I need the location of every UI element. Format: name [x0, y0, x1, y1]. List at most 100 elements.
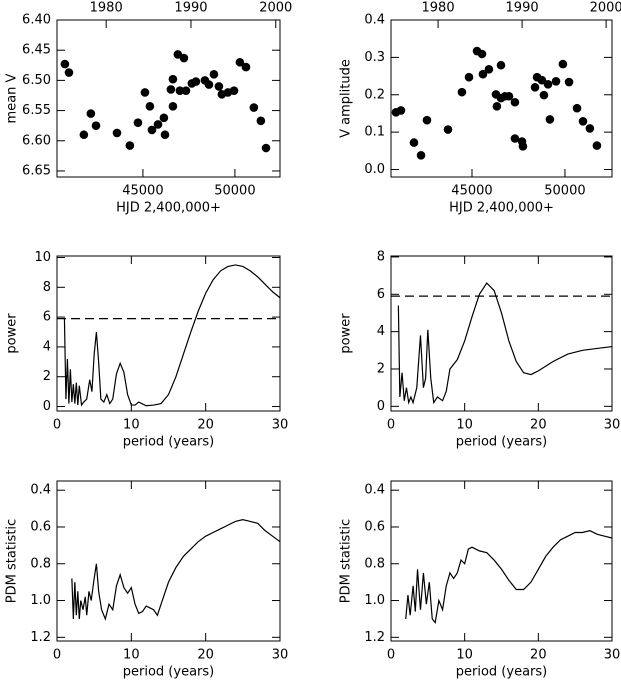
y-tick-label: 0.6	[30, 519, 51, 534]
data-point	[168, 74, 178, 84]
data-point	[510, 134, 520, 143]
data-point	[530, 82, 540, 92]
y-tick-label: 6.55	[22, 103, 51, 118]
data-point	[457, 87, 467, 97]
data-point	[256, 116, 266, 126]
data-point	[153, 120, 163, 129]
x-axis-label: period (years)	[123, 435, 214, 450]
data-point	[249, 103, 259, 112]
plot-frame	[56, 480, 281, 642]
y-tick-label: 6	[43, 310, 51, 325]
x-tick-label: 10	[456, 418, 473, 433]
data-point	[60, 59, 70, 69]
x-tick-label: 10	[456, 648, 473, 663]
data-point	[504, 91, 514, 101]
data-point	[181, 86, 191, 95]
y-tick-label: 6.65	[22, 163, 51, 178]
data-point	[204, 80, 214, 89]
y-tick-label: 10	[34, 250, 51, 265]
data-point	[572, 103, 582, 113]
y-tick-label: 2	[377, 361, 385, 376]
x-tick-label: 20	[197, 418, 214, 433]
data-point	[558, 59, 568, 69]
y-axis-label: V amplitude	[339, 59, 354, 138]
x2-tick-label: 2000	[590, 1, 621, 16]
y-tick-label: 1.0	[30, 593, 51, 608]
y-tick-label: 0.8	[30, 556, 51, 571]
x-tick-label: 20	[530, 648, 547, 663]
y-tick-label: 0.4	[364, 483, 385, 498]
data-point	[585, 124, 595, 133]
data-point	[159, 113, 169, 123]
data-point	[537, 75, 547, 85]
x-tick-label: 45000	[451, 184, 492, 199]
y-tick-label: 6.60	[22, 133, 51, 148]
data-point	[91, 121, 101, 130]
data-point	[112, 128, 122, 138]
data-line	[71, 519, 281, 621]
data-point	[166, 85, 176, 94]
x-axis-label: HJD 2,400,000+	[449, 201, 554, 216]
y-tick-label: 1.0	[364, 593, 385, 608]
y-tick-label: 6.40	[22, 13, 51, 28]
y-tick-label: 6.45	[22, 43, 51, 58]
x-tick-label: 0	[387, 648, 395, 663]
data-point	[133, 118, 143, 127]
y-tick-label: 0.3	[364, 50, 385, 65]
data-point	[86, 109, 96, 118]
y-tick-label: 0.6	[364, 519, 385, 534]
data-point	[160, 130, 170, 140]
x-axis-label: period (years)	[123, 665, 214, 680]
data-point	[175, 86, 185, 95]
data-point	[145, 102, 155, 111]
data-point	[443, 125, 453, 134]
x2-tick-label: 1980	[90, 1, 123, 16]
x-axis-label: period (years)	[456, 435, 547, 450]
data-line	[63, 264, 281, 407]
x-tick-label: 50000	[214, 184, 255, 199]
data-point	[464, 72, 474, 82]
data-point	[396, 106, 406, 115]
data-point	[229, 86, 239, 95]
data-point	[64, 68, 74, 77]
data-point	[140, 88, 150, 97]
y-axis-label: mean V	[5, 73, 20, 123]
data-point	[592, 141, 602, 150]
x-tick-label: 30	[604, 418, 621, 433]
y-tick-label: 0.4	[30, 483, 51, 498]
x-tick-label: 30	[272, 648, 289, 663]
data-point	[191, 77, 201, 86]
data-point	[409, 138, 419, 147]
data-point	[241, 62, 251, 72]
y-tick-label: 1.2	[30, 630, 51, 645]
plot-frame	[56, 255, 281, 412]
data-point	[416, 151, 426, 160]
y-axis-label: power	[5, 313, 20, 354]
data-point	[539, 90, 549, 100]
data-point	[79, 130, 89, 140]
plot-frame	[390, 19, 613, 178]
y-tick-label: 0.0	[364, 162, 385, 177]
data-point	[125, 141, 135, 150]
x2-tick-label: 1990	[174, 1, 207, 16]
data-point	[510, 97, 520, 107]
x-tick-label: 20	[197, 648, 214, 663]
data-line	[397, 282, 613, 405]
data-point	[261, 143, 271, 153]
y-tick-label: 6	[377, 287, 385, 302]
data-point	[545, 115, 555, 124]
y-axis-label: power	[339, 313, 354, 354]
data-point	[478, 69, 488, 79]
y-tick-label: 0.4	[364, 13, 385, 28]
y-tick-label: 0.1	[364, 125, 385, 140]
x-tick-label: 0	[387, 418, 395, 433]
x-tick-label: 30	[272, 418, 289, 433]
y-axis-label: PDM statistic	[5, 519, 20, 603]
x-axis-label: HJD 2,400,000+	[116, 201, 221, 216]
x-tick-label: 20	[530, 418, 547, 433]
plot-frame	[390, 255, 613, 412]
y-tick-label: 8	[43, 280, 51, 295]
data-point	[209, 70, 219, 79]
plot-frame	[390, 480, 613, 642]
